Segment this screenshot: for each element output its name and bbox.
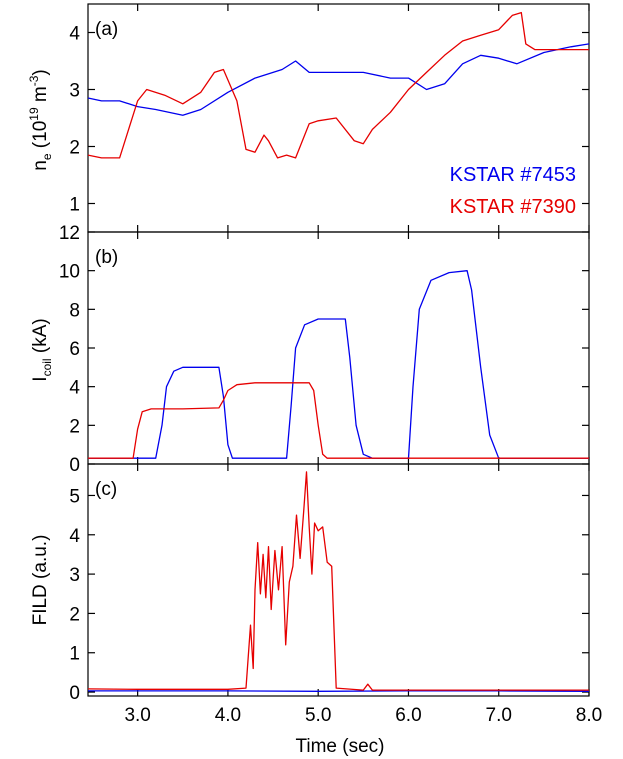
panel-c-series-7390 bbox=[87, 471, 589, 691]
legend-entry-7390: KSTAR #7390 bbox=[450, 196, 576, 218]
panel-a-ytick-labels: 1 2 3 4 bbox=[69, 24, 80, 216]
panel-c-ylabel: FILD (a.u.) bbox=[30, 535, 51, 626]
panel-c-ytick-label-3: 3 bbox=[69, 565, 80, 586]
panel-a-series bbox=[87, 11, 590, 159]
panel-b-ticks bbox=[88, 231, 590, 465]
panel-c-ticks bbox=[88, 464, 590, 696]
panel-b-series-7390 bbox=[88, 382, 589, 459]
panel-c-ytick-label-2: 2 bbox=[69, 604, 80, 625]
x-tick-label-1: 4.0 bbox=[215, 705, 241, 726]
panel-a-ticks bbox=[88, 4, 590, 232]
panel-a-series-7390 bbox=[87, 11, 589, 159]
panel-c-frame bbox=[87, 463, 590, 697]
panel-c-ytick-label-0: 0 bbox=[69, 683, 80, 704]
panel-b-coil-current: 0 2 4 6 8 10 12 (b) Icoil (kA) bbox=[30, 223, 590, 476]
panel-c-ytick-label-1: 1 bbox=[69, 644, 80, 665]
panel-b-ytick-label-4: 8 bbox=[69, 300, 80, 321]
panel-a-density: 1 2 3 4 (a) ne (1019 m-3) KSTAR #7453 KSTAR… bbox=[27, 3, 590, 233]
panel-a-ytick-label-1: 2 bbox=[69, 138, 80, 159]
panel-b-series bbox=[88, 270, 589, 459]
panel-a-ytick-label-3: 4 bbox=[69, 24, 80, 45]
panel-b-ytick-label-3: 6 bbox=[69, 339, 80, 360]
panel-b-frame bbox=[87, 231, 590, 465]
x-axis-title: Time (sec) bbox=[295, 736, 384, 757]
panel-c-xtick-labels: 3.0 4.0 5.0 6.0 7.0 8.0 bbox=[124, 705, 602, 726]
panel-b-series-7453 bbox=[88, 270, 589, 459]
panel-c-ytick-label-5: 5 bbox=[69, 486, 80, 507]
panel-b-ytick-label-0: 0 bbox=[69, 455, 80, 476]
panel-c-fild: 0 1 2 3 4 5 3.0 4.0 5.0 6.0 7.0 8.0 (c) FILD (a.u.… bbox=[30, 463, 602, 757]
panel-a-tag: (a) bbox=[95, 19, 118, 40]
panel-b-ytick-label-6: 12 bbox=[59, 223, 80, 244]
panel-b-ylabel: Icoil (kA) bbox=[30, 318, 54, 381]
x-tick-label-5: 8.0 bbox=[576, 705, 602, 726]
panel-a-ylabel: ne (1019 m-3) bbox=[27, 69, 54, 170]
panel-c-tag: (c) bbox=[95, 479, 117, 500]
panel-b-ytick-label-5: 10 bbox=[59, 262, 80, 283]
panel-c-series bbox=[87, 471, 590, 692]
x-tick-label-4: 7.0 bbox=[486, 705, 512, 726]
x-tick-label-3: 6.0 bbox=[395, 705, 421, 726]
legend-entry-7453: KSTAR #7453 bbox=[450, 164, 576, 186]
panel-a-ytick-label-0: 1 bbox=[69, 195, 80, 216]
panel-a-series-7453 bbox=[87, 43, 590, 116]
panel-c-ytick-labels: 0 1 2 3 4 5 bbox=[69, 486, 80, 704]
x-tick-label-0: 3.0 bbox=[124, 705, 150, 726]
panel-b-ytick-label-1: 2 bbox=[69, 416, 80, 437]
panel-b-tag: (b) bbox=[95, 247, 118, 268]
panel-b-ytick-labels: 0 2 4 6 8 10 12 bbox=[59, 223, 81, 476]
panel-b-ytick-label-2: 4 bbox=[69, 378, 80, 399]
x-tick-label-2: 5.0 bbox=[305, 705, 331, 726]
panel-a-ytick-label-2: 3 bbox=[69, 81, 80, 102]
panel-c-ytick-label-4: 4 bbox=[69, 526, 80, 547]
